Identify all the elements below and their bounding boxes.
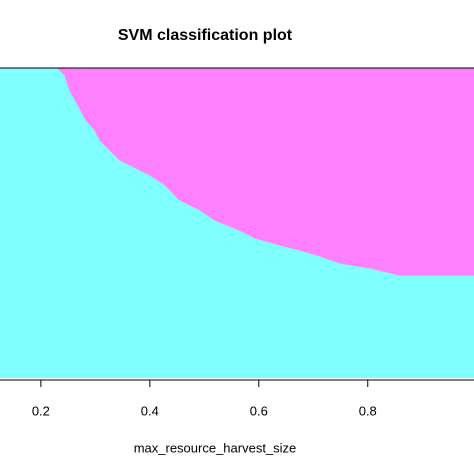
x-tick-label: 0.4 (141, 403, 159, 418)
class-region (57, 68, 474, 276)
x-tick-label: 0.8 (359, 403, 377, 418)
x-tick-label: 0.2 (32, 403, 50, 418)
decision-boundary (57, 67, 474, 276)
x-tick-label: 0.6 (250, 403, 268, 418)
x-axis-label: max_resource_harvest_size (134, 440, 297, 455)
chart-title: SVM classification plot (118, 27, 293, 44)
